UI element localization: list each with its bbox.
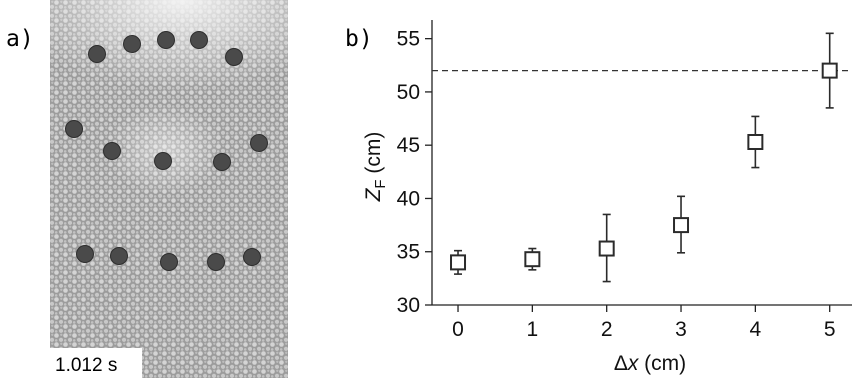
intruder-disk [207,253,225,271]
x-tick-label: 2 [601,318,613,341]
data-marker [821,62,838,79]
data-point [598,213,615,283]
data-point [821,32,838,109]
intruder-disk [123,35,141,53]
x-tick-label: 3 [675,318,687,341]
x-tick-label: 4 [750,318,762,341]
y-tick-label: 30 [397,294,420,317]
intruder-disk [250,134,268,152]
intruder-disk [160,253,178,271]
data-marker [747,133,764,150]
intruder-disk [190,31,208,49]
data-marker [598,240,615,257]
photo-bright-spot [105,105,225,195]
data-marker [450,254,467,271]
x-tick-label: 0 [452,318,464,341]
intruder-disk [88,45,106,63]
time-label-box [50,348,142,378]
x-tick-label: 1 [527,318,539,341]
photo-bright-region [50,0,288,120]
intruder-disk [243,248,261,266]
y-tick-label: 45 [397,134,420,157]
y-axis-title: ZF (cm) [362,132,389,203]
time-label: 1.012 s [55,355,117,376]
photo-panel: 1.012 s [50,0,288,378]
y-tick-label: 40 [397,187,420,210]
data-marker [524,251,541,268]
intruder-disk [225,48,243,66]
data-point [747,115,764,169]
panel-a-label: a) [6,26,34,52]
intruder-disk [103,142,121,160]
intruder-disk [157,31,175,49]
intruder-group [65,31,268,271]
intruder-disk [65,120,83,138]
y-tick-label: 35 [397,241,420,264]
data-marker [673,217,690,234]
data-point [450,249,467,275]
x-axis-title: Δx (cm) [614,352,686,375]
data-point [673,195,690,254]
intruder-disk [110,247,128,265]
data-point [524,247,541,271]
panel-b-label: b) [345,26,373,52]
x-tick-label: 5 [824,318,836,341]
intruder-disk [76,245,94,263]
intruder-disk [154,152,172,170]
y-tick-label: 50 [397,81,420,104]
intruder-disk [213,153,231,171]
y-tick-label: 55 [397,28,420,51]
